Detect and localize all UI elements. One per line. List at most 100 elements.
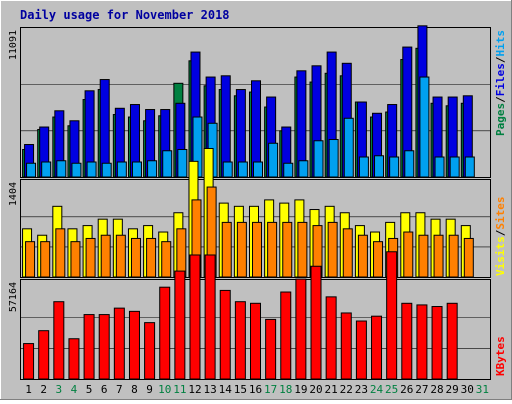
hits-bar-day-8 [131,161,142,178]
kbytes-bar-day-5 [83,314,95,380]
sites-bar-day-26 [403,231,414,278]
x-tick-day-20: 20 [309,383,322,396]
kbytes-bar-day-8 [128,310,140,380]
sites-bar-day-22 [342,228,353,278]
chart-title: Daily usage for November 2018 [20,8,230,22]
kbytes-bar-day-10 [159,286,171,380]
x-tick-day-19: 19 [294,383,307,396]
x-tick-day-6: 6 [101,383,108,396]
x-tick-day-18: 18 [279,383,292,396]
x-tick-day-16: 16 [249,383,262,396]
sites-bar-day-4 [70,241,81,278]
x-tick-day-30: 30 [461,383,474,396]
x-tick-day-8: 8 [131,383,138,396]
hits-bar-day-17 [268,142,279,178]
hits-bar-day-16 [253,161,263,178]
sites-bar-day-8 [130,237,141,278]
kbytes-bar-day-11 [174,270,186,380]
kbytes-bar-day-12 [189,254,201,380]
sites-bar-day-2 [40,241,51,278]
x-tick-day-10: 10 [158,383,171,396]
kbytes-bar-day-20 [310,265,322,380]
sites-bar-day-7 [115,234,126,278]
sites-bar-day-11 [176,228,187,278]
legend-files: Files [494,63,507,96]
sites-bar-day-30 [463,237,474,278]
x-tick-day-26: 26 [400,383,413,396]
kbytes-bar-day-1 [23,343,35,380]
hits-bar-day-27 [419,76,430,178]
x-tick-day-5: 5 [86,383,93,396]
x-tick-labels: 1 2 3 4 5 6 7 8 9 10 11 12 13 14 15 16 17 18 19 20 21 22 23 24 2… [25,383,489,396]
kbytes-bar-day-23 [355,320,367,380]
bottom-legend: KBytes [494,336,507,376]
sites-bar-day-10 [161,241,172,278]
hits-bar-day-18 [283,162,294,178]
x-tick-day-23: 23 [355,383,368,396]
sites-bar-day-6 [100,234,111,278]
hits-bar-day-7 [116,161,127,178]
hits-bar-day-20 [313,140,324,178]
sites-bar-day-14 [221,221,232,278]
hits-bar-day-28 [434,156,445,178]
legend-hits: Hits [494,30,507,57]
legend-sites: Sites [494,197,507,230]
kbytes-bar-day-3 [53,301,65,380]
x-tick-day-1: 1 [25,383,32,396]
x-tick-day-9: 9 [146,383,153,396]
x-tick-day-11: 11 [173,383,186,396]
middle-legend: Visits/Sites [494,197,507,277]
sites-bar-day-27 [418,234,429,278]
hits-bar-day-9 [147,160,158,178]
x-tick-day-3: 3 [56,383,63,396]
kbytes-bar-day-28 [431,306,443,380]
sites-bar-day-3 [55,228,66,278]
hits-bar-day-29 [449,156,460,178]
legends: Pages/Files/Hits Visits/Sites KBytes [494,30,507,376]
kbytes-bar-day-13 [204,254,216,380]
x-tick-day-22: 22 [340,383,353,396]
sites-bar-day-21 [327,221,338,278]
hits-bar-day-6 [101,162,112,178]
middle-legend-separator: / [494,229,507,236]
kbytes-bar-day-15 [234,301,246,380]
top-legend: Pages/Files/Hits [494,30,507,136]
kbytes-bar-day-18 [280,291,292,380]
hits-bar-day-14 [222,161,233,178]
bars [22,25,475,380]
sites-bar-day-29 [448,234,459,278]
hits-bar-day-23 [358,156,369,178]
kbytes-bar-day-2 [38,330,50,380]
legend-kbytes: KBytes [494,336,507,376]
x-tick-day-27: 27 [415,383,428,396]
kbytes-bar-day-25 [386,251,398,380]
x-tick-day-13: 13 [203,383,216,396]
hits-bar-day-3 [56,160,67,178]
top-ymax-label: 11091 [8,30,19,60]
kbytes-bar-day-27 [416,304,428,380]
sites-bar-day-17 [267,221,278,278]
sites-bar-day-23 [357,234,368,278]
sites-bar-day-5 [85,237,96,278]
x-tick-day-25: 25 [385,383,398,396]
kbytes-bar-day-29 [446,302,458,380]
x-tick-day-4: 4 [71,383,78,396]
legend-visits: Visits [494,236,507,276]
sites-bar-day-1 [25,241,36,278]
kbytes-bar-day-19 [295,278,307,380]
x-tick-day-15: 15 [234,383,247,396]
kbytes-bar-day-16 [250,302,261,380]
x-tick-day-31: 31 [476,383,489,396]
sites-bar-day-24 [373,241,384,278]
sites-bar-day-9 [146,237,157,278]
hits-bar-day-30 [464,156,475,178]
bottom-ymax-label: 57164 [8,282,19,312]
x-tick-day-2: 2 [40,383,47,396]
x-tick-day-17: 17 [264,383,277,396]
x-tick-day-14: 14 [219,383,233,396]
sites-bar-day-16 [252,221,262,278]
kbytes-bar-day-4 [68,338,80,380]
panel-middle-frame [20,179,491,278]
x-tick-day-12: 12 [188,383,201,396]
